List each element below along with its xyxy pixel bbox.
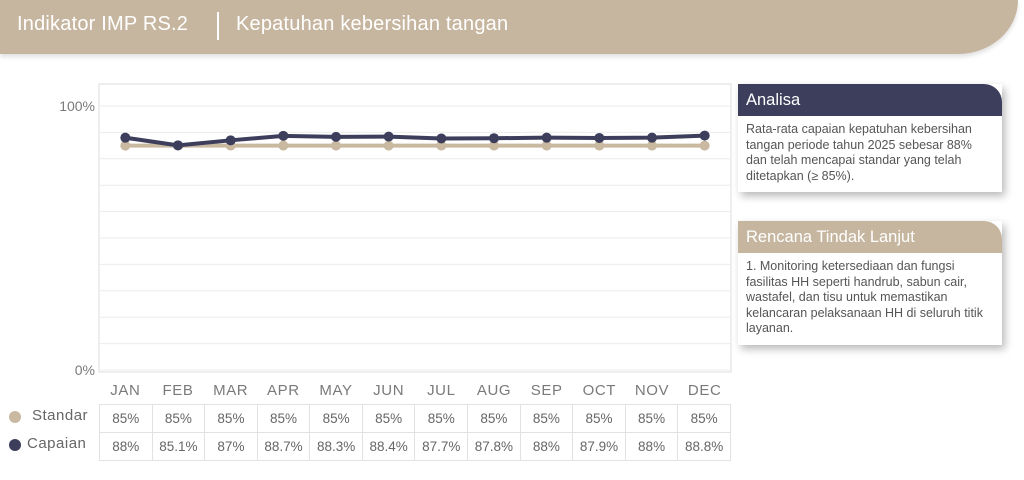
table-cell-capaian: 87.7% [414,432,469,461]
table-cell-capaian: 87.9% [572,432,626,461]
data-point-standar [541,140,552,151]
data-point-standar [436,140,447,151]
data-point-capaian [436,133,447,144]
table-cell-standar: 85% [624,404,679,433]
rencana-panel: Rencana Tindak Lanjut 1. Monitoring kete… [738,221,1002,345]
table-cell-capaian: 88.8% [677,432,731,461]
table-cell-standar: 85% [519,404,574,433]
data-point-capaian [647,132,657,143]
data-point-standar [278,140,289,151]
legend-label-capaian: Capaian [27,435,87,452]
analisa-panel: Analisa Rata-rata capaian kepatuhan kebe… [738,84,1002,193]
data-point-capaian [594,132,605,143]
x-tick-label: NOV [635,382,669,399]
x-tick-label: OCT [583,382,616,399]
data-point-standar [647,140,657,151]
legend-label-standar: Standar [32,407,89,424]
x-tick-label: MAR [213,382,248,399]
table-cell-standar: 85% [467,404,521,433]
data-point-capaian [489,133,499,144]
table-cell-capaian: 88% [624,432,679,461]
x-tick-label: AUG [477,382,511,399]
series-line-capaian [123,133,707,148]
table-row-capaian: 88% 85.1% 87% 88.7% 88.3% 88.4% 87.7% 87.8% 88% 8… [99,432,731,461]
table-cell-capaian: 87% [204,432,258,461]
data-point-capaian [331,131,341,142]
table-cell-standar: 85% [677,404,731,433]
title-divider [217,12,219,40]
x-tick-label: FEB [163,382,194,399]
table-cell-standar: 85% [361,404,416,433]
data-point-standar [699,140,710,151]
data-point-capaian [225,135,236,146]
rencana-text: 1. Monitoring ketersediaan dan fungsi fa… [746,259,983,336]
legend-dot-standar [9,411,21,423]
data-point-capaian [120,132,131,143]
table-cell-capaian: 88% [519,432,574,461]
table-cell-standar: 85% [414,404,469,433]
title-bar: Indikator IMP RS.2 Kepatuhan kebersihan … [0,0,1018,54]
table-cell-capaian: 88.3% [309,432,363,461]
data-point-standar [489,140,499,151]
x-tick-label: APR [267,382,300,399]
data-table: 85% 85% 85% 85% 85% 85% 85% 85% 85% 85% 85% 85% 88%… [99,404,731,461]
data-point-standar [120,140,131,151]
table-cell-capaian: 88% [99,432,153,461]
y-tick-label: 100% [59,98,95,114]
table-cell-standar: 85% [572,404,626,433]
data-point-capaian [383,131,394,142]
table-cell-standar: 85% [309,404,363,433]
table-cell-capaian: 85.1% [151,432,206,461]
plot-area [98,83,732,373]
x-tick-label: SEP [531,382,563,399]
x-tick-label: JUL [427,382,455,399]
data-point-capaian [278,130,289,141]
x-tick-label: MAY [319,382,352,399]
table-cell-capaian: 87.8% [467,432,521,461]
analisa-title: Analisa [738,84,1002,116]
y-tick-label: 0% [75,362,95,378]
table-cell-standar: 85% [256,404,311,433]
x-tick-label: JAN [110,382,140,399]
legend-dot-capaian [9,439,21,451]
x-tick-label: DEC [688,382,721,399]
table-cell-capaian: 88.7% [256,432,311,461]
table-row-standar: 85% 85% 85% 85% 85% 85% 85% 85% 85% 85% 85% 85% [99,404,731,433]
data-point-capaian [699,130,710,141]
indicator-title: Indikator IMP RS.2 [17,13,189,35]
analisa-text: Rata-rata capaian kepatuhan kebersihan t… [746,122,972,183]
data-point-standar [383,140,394,151]
data-point-capaian [173,140,183,151]
data-point-standar [594,140,605,151]
indicator-subtitle: Kepatuhan kebersihan tangan [236,13,509,35]
data-point-capaian [541,132,552,143]
x-tick-label: JUN [373,382,404,399]
table-cell-standar: 85% [151,404,206,433]
rencana-title: Rencana Tindak Lanjut [738,221,1002,253]
data-point-standar [331,140,341,151]
table-cell-capaian: 88.4% [361,432,416,461]
table-cell-standar: 85% [99,404,153,433]
table-cell-standar: 85% [204,404,258,433]
